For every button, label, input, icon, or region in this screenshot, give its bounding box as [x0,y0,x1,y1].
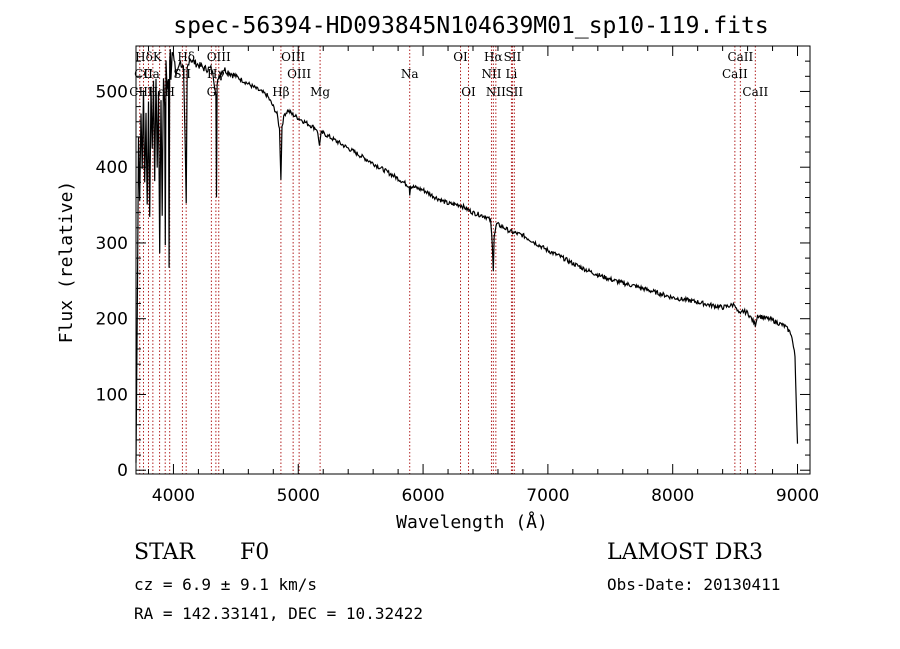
line-label: Na [401,67,419,81]
y-axis-label: Flux (relative) [56,181,77,344]
line-label: Li [506,67,518,81]
object-subclass: F0 [240,540,270,565]
x-tick-label: 9000 [776,486,819,506]
plot-frame [135,45,811,475]
line-label: NII [481,67,501,81]
chart-title: spec-56394-HD093845N104639M01_sp10-119.f… [173,13,768,39]
y-tick-label: 200 [96,310,128,330]
redshift-cz: cz = 6.9 ± 9.1 km/s [134,575,318,594]
line-markers [139,46,756,474]
line-label: OIII [281,50,305,64]
line-label: CII [134,67,153,81]
x-axis-label: Wavelength (Å) [396,511,548,533]
line-label: Hα [484,50,503,64]
line-label: NII [486,85,506,99]
line-label: G [207,85,217,99]
spectrum-line [135,49,799,463]
line-label: CaII [722,67,748,81]
line-label: OI [453,50,468,64]
x-tick-label: 6000 [401,486,444,506]
x-tick-label: 4000 [152,486,195,506]
survey-name: LAMOST DR3 [607,540,763,565]
x-axis-ticks: 4000 5000 6000 7000 8000 9000 [147,46,819,506]
line-label: OIII [207,50,231,64]
x-tick-label: 8000 [651,486,694,506]
y-tick-label: 400 [96,158,128,178]
line-label: Mg [310,85,330,99]
line-label: CaII [727,50,753,64]
line-label: OIII [287,67,311,81]
line-label: HδK [135,50,163,64]
x-tick-label: 7000 [526,486,569,506]
y-tick-label: 0 [117,461,128,481]
line-label: CaII [742,85,768,99]
y-tick-label: 300 [96,234,128,254]
line-label: SII [505,85,523,99]
line-label: SII [504,50,522,64]
observation-date: Obs-Date: 20130411 [607,575,781,594]
x-tick-label: 5000 [277,486,320,506]
line-label: Ca [143,67,159,81]
y-axis-ticks: 0 100 200 300 400 500 [96,60,810,481]
y-tick-label: 500 [96,82,128,102]
object-class: STAR [134,540,195,565]
y-tick-label: 100 [96,385,128,405]
line-label: CIII [129,85,153,99]
coordinates: RA = 142.33141, DEC = 10.32422 [134,604,423,623]
line-label: Hβ [272,85,289,99]
line-label: OI [461,85,476,99]
